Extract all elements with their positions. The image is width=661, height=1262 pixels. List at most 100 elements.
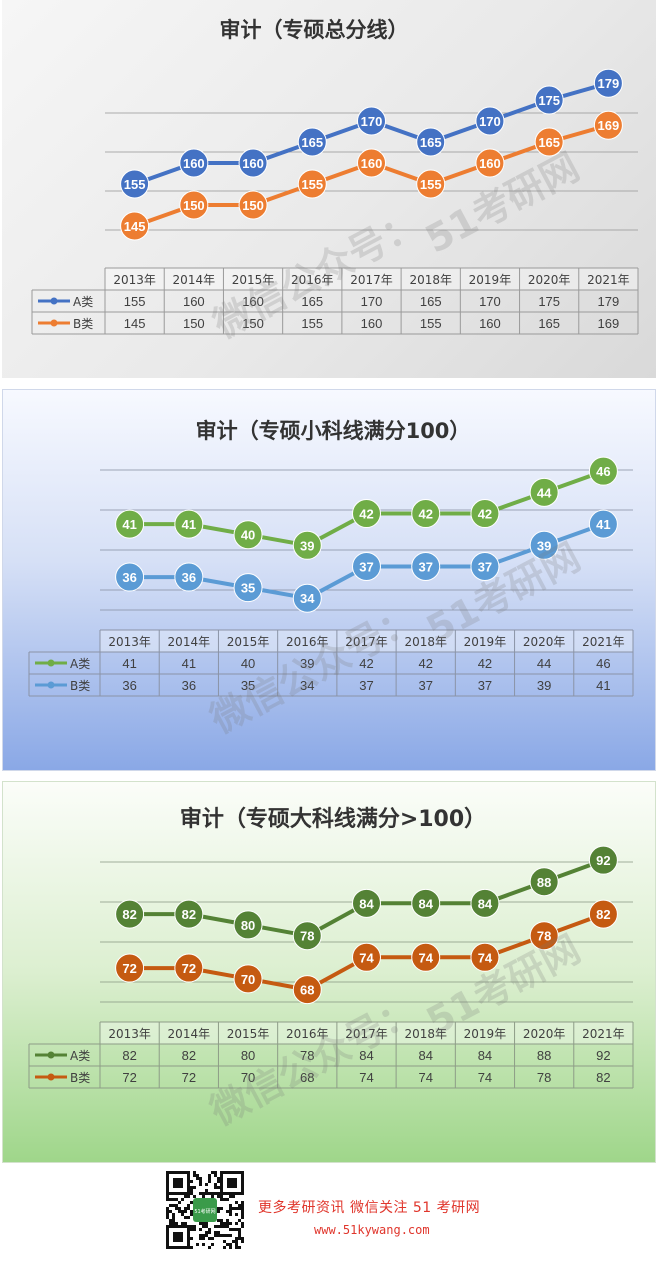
qr-module (181, 1210, 184, 1213)
qr-module (193, 1195, 196, 1198)
data-label: 44 (537, 485, 552, 500)
table-header-bg (100, 630, 633, 652)
qr-module (211, 1171, 214, 1174)
qr-module (232, 1195, 235, 1198)
legend-marker (50, 297, 58, 305)
data-label: 88 (537, 875, 551, 890)
data-point (411, 888, 441, 918)
data-point (115, 953, 145, 983)
qr-code-icon[interactable]: 51考研网 (166, 1171, 244, 1249)
table-cell: 70 (241, 1070, 255, 1085)
qr-module (235, 1246, 238, 1249)
data-point (352, 888, 381, 918)
qr-module (196, 1177, 199, 1180)
qr-module (178, 1201, 181, 1204)
legend-label: B类 (73, 317, 93, 331)
table-header-cell: 2017年 (345, 1027, 388, 1041)
qr-module (199, 1234, 202, 1237)
table-header-cell: 2018年 (409, 273, 452, 287)
qr-module (238, 1228, 241, 1231)
data-point (411, 942, 441, 972)
qr-module (190, 1180, 193, 1183)
data-label: 150 (242, 198, 264, 213)
qr-module (202, 1243, 205, 1246)
qr-module (238, 1246, 241, 1249)
data-label: 42 (478, 507, 492, 522)
table-cell: 169 (598, 316, 620, 331)
qr-module (190, 1225, 193, 1228)
qr-module (214, 1174, 217, 1177)
qr-module (235, 1243, 238, 1246)
qr-module (217, 1219, 220, 1222)
table-cell: 145 (124, 316, 146, 331)
table-header-cell: 2019年 (469, 273, 512, 287)
qr-module (190, 1213, 193, 1216)
data-label: 39 (300, 538, 314, 553)
qr-module (217, 1234, 220, 1237)
qr-module (205, 1231, 208, 1234)
table-header-cell: 2016年 (286, 635, 329, 649)
qr-module (220, 1198, 223, 1201)
data-point (115, 562, 145, 592)
qr-module (223, 1246, 226, 1249)
qr-module (187, 1195, 190, 1198)
chart-panel-total: 审计（专硕总分线） 155 160 160 165 170 165 170 175 179 145 1… (2, 0, 656, 378)
data-label: 41 (182, 517, 196, 532)
qr-module (184, 1195, 187, 1198)
data-label: 165 (538, 135, 560, 150)
qr-module (220, 1222, 223, 1225)
table-header-cell: 2015年 (232, 273, 275, 287)
chart-panel-large-subject: 审计（专硕大科线满分>100） 82 82 80 78 84 84 84 88 92 72 72 70 6… (2, 781, 656, 1163)
qr-module (217, 1195, 220, 1198)
qr-module (193, 1228, 196, 1231)
qr-module (238, 1237, 241, 1240)
qr-module (208, 1231, 211, 1234)
qr-module (214, 1231, 217, 1234)
data-label: 68 (300, 983, 314, 998)
qr-module (175, 1207, 178, 1210)
qr-module (169, 1219, 172, 1222)
qr-module (208, 1180, 211, 1183)
qr-module (199, 1192, 202, 1195)
qr-module (238, 1207, 241, 1210)
table-cell: 92 (596, 1048, 610, 1063)
table-header-cell: 2013年 (113, 273, 156, 287)
table-cell: 37 (418, 678, 432, 693)
qr-module (202, 1222, 205, 1225)
table-cell: 46 (596, 656, 610, 671)
qr-module (208, 1237, 211, 1240)
qr-module (241, 1207, 244, 1210)
data-point (588, 899, 618, 929)
table-header-cell: 2017年 (350, 273, 393, 287)
table-header-cell: 2013年 (108, 1027, 151, 1041)
table-cell: 74 (418, 1070, 432, 1085)
data-label: 155 (301, 177, 323, 192)
data-label: 39 (537, 538, 551, 553)
qr-module (187, 1204, 190, 1207)
data-label: 92 (596, 853, 610, 868)
table-cell: 155 (301, 316, 323, 331)
qr-module (169, 1210, 172, 1213)
table-header-cell: 2015年 (227, 635, 270, 649)
table-header-bg (105, 268, 638, 290)
data-label: 155 (124, 177, 146, 192)
table-cell: 165 (301, 294, 323, 309)
qr-module (235, 1222, 238, 1225)
qr-module (217, 1207, 220, 1210)
qr-module (208, 1228, 211, 1231)
table-header-cell: 2016年 (291, 273, 334, 287)
data-point (588, 456, 618, 486)
data-label: 40 (241, 528, 255, 543)
qr-module (199, 1228, 202, 1231)
website-link[interactable]: www.51kywang.com (314, 1223, 430, 1237)
legend-marker (47, 1073, 55, 1081)
data-label: 160 (479, 156, 501, 171)
table-cell: 165 (538, 316, 560, 331)
table-cell: 88 (537, 1048, 551, 1063)
qr-module (220, 1195, 223, 1198)
data-point (352, 551, 381, 581)
qr-module (229, 1243, 232, 1246)
data-point (174, 899, 204, 929)
legend-label: A类 (70, 657, 90, 671)
table-header-cell: 2020年 (523, 1027, 566, 1041)
